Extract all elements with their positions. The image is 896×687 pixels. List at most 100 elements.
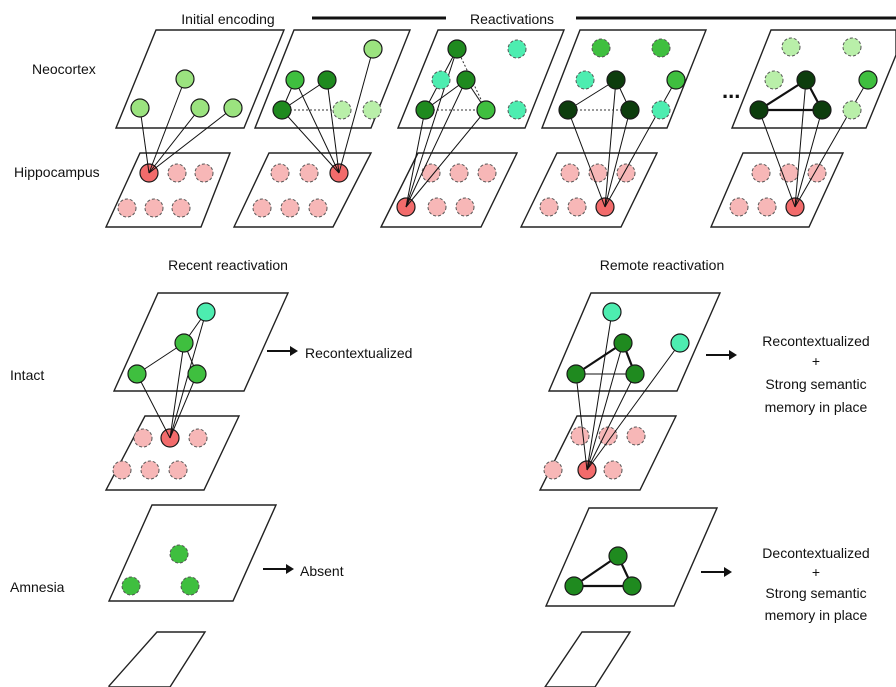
hippocampus-plane xyxy=(108,631,207,687)
hippocampus-node-inactive xyxy=(171,198,191,218)
neuron-node xyxy=(842,100,862,120)
neuron-node xyxy=(415,100,435,120)
ellipsis: ... xyxy=(722,78,740,103)
neuron-node xyxy=(606,70,626,90)
hippocampus-node-inactive xyxy=(560,163,580,183)
connection-line xyxy=(586,373,636,471)
outcome-line: Recontextualized xyxy=(305,345,412,361)
neuron-node xyxy=(591,38,611,58)
neuron-node xyxy=(507,100,527,120)
neocortex-plane xyxy=(114,29,286,129)
neuron-node xyxy=(223,98,243,118)
connection-line xyxy=(169,342,185,439)
hippocampus-node-inactive xyxy=(455,197,475,217)
remote-amnesia-outcome: Decontextualized + Strong semantic memor… xyxy=(762,545,869,623)
hippocampus-node-inactive xyxy=(567,197,587,217)
connection-line xyxy=(586,311,613,471)
hippocampus-node-inactive xyxy=(757,197,777,217)
neuron-node xyxy=(613,333,633,353)
neuron-node xyxy=(651,38,671,58)
outcome-line: Recontextualized xyxy=(762,333,869,349)
neuron-node xyxy=(169,544,189,564)
neuron-node xyxy=(507,39,527,59)
hippocampus-node-inactive xyxy=(167,163,187,183)
panels xyxy=(104,29,896,687)
connection-line xyxy=(139,107,150,174)
hippocampus-node-inactive xyxy=(543,460,563,480)
recent-intact-outcome: Recontextualized xyxy=(305,345,412,361)
neuron-node xyxy=(620,100,640,120)
neuron-node xyxy=(130,98,150,118)
neuron-node xyxy=(566,364,586,384)
hippocampus-node-inactive xyxy=(117,198,137,218)
connection-line xyxy=(604,109,631,208)
neuron-node xyxy=(842,37,862,57)
outcome-line: Decontextualized xyxy=(762,545,869,561)
arrow-remote-intact xyxy=(706,350,737,360)
hippocampus-plane xyxy=(544,631,632,687)
connection-line xyxy=(148,107,234,174)
connection-line xyxy=(294,79,340,174)
hippocampus-node-inactive xyxy=(133,428,153,448)
neuron-node xyxy=(564,576,584,596)
connection-line xyxy=(586,342,681,471)
neocortex-plane xyxy=(112,292,290,392)
neuron-node xyxy=(558,100,578,120)
hippocampus-node-inactive xyxy=(751,163,771,183)
connection-line xyxy=(338,48,374,174)
reactivations-label: Reactivations xyxy=(470,11,554,27)
hippocampus-node-inactive xyxy=(477,163,497,183)
hippocampus-plane xyxy=(232,152,373,228)
connection-line xyxy=(405,109,487,208)
neuron-node xyxy=(622,576,642,596)
neuron-node xyxy=(749,100,769,120)
arrow-remote-amnesia xyxy=(701,567,732,577)
connection-line xyxy=(604,79,617,208)
hippocampus-label: Hippocampus xyxy=(14,164,100,180)
hippocampus-node-inactive xyxy=(570,426,590,446)
outcome-line: Strong semantic xyxy=(765,376,866,392)
remote-reactivation-title: Remote reactivation xyxy=(600,257,725,273)
hippocampus-node-inactive xyxy=(616,163,636,183)
hippocampus-node-inactive xyxy=(299,163,319,183)
neuron-node xyxy=(670,333,690,353)
hippocampus-node-inactive xyxy=(140,460,160,480)
neuron-node xyxy=(363,39,383,59)
recent-reactivation-title: Recent reactivation xyxy=(168,257,288,273)
arrow-recent-amnesia xyxy=(263,564,294,574)
neuron-node xyxy=(362,100,382,120)
neuron-node xyxy=(602,302,622,322)
neuron-node xyxy=(812,100,832,120)
connection-line xyxy=(148,78,186,174)
intact-label: Intact xyxy=(10,367,44,383)
hippocampus-node-inactive xyxy=(598,426,618,446)
neocortex-plane xyxy=(107,504,278,602)
connection-line xyxy=(148,107,201,174)
connection-line xyxy=(136,373,171,439)
connection-line xyxy=(326,79,340,174)
outcome-line: Strong semantic xyxy=(765,585,866,601)
connection-line xyxy=(567,109,606,208)
hippocampus-plane xyxy=(379,152,519,228)
connection-line xyxy=(405,109,426,208)
neuron-node xyxy=(190,98,210,118)
connection-line xyxy=(758,109,796,208)
neuron-node xyxy=(175,69,195,89)
neuron-node xyxy=(456,70,476,90)
connection-line xyxy=(281,109,340,174)
hippocampus-node-inactive xyxy=(539,197,559,217)
neuron-node xyxy=(121,576,141,596)
connection-line xyxy=(794,109,823,208)
initial-encoding-label: Initial encoding xyxy=(181,11,274,27)
hippocampus-node-inactive xyxy=(427,197,447,217)
neuron-node xyxy=(608,546,628,566)
hippocampus-node-inactive xyxy=(449,163,469,183)
recent-amnesia-outcome: Absent xyxy=(300,563,344,579)
neuron-node xyxy=(625,364,645,384)
remote-intact-outcome: Recontextualized + Strong semantic memor… xyxy=(762,333,869,415)
outcome-line: + xyxy=(812,353,820,369)
hippocampus-node-inactive xyxy=(168,460,188,480)
neuron-node xyxy=(317,70,337,90)
outcome-line: memory in place xyxy=(765,399,868,415)
neocortex-plane xyxy=(547,292,722,392)
